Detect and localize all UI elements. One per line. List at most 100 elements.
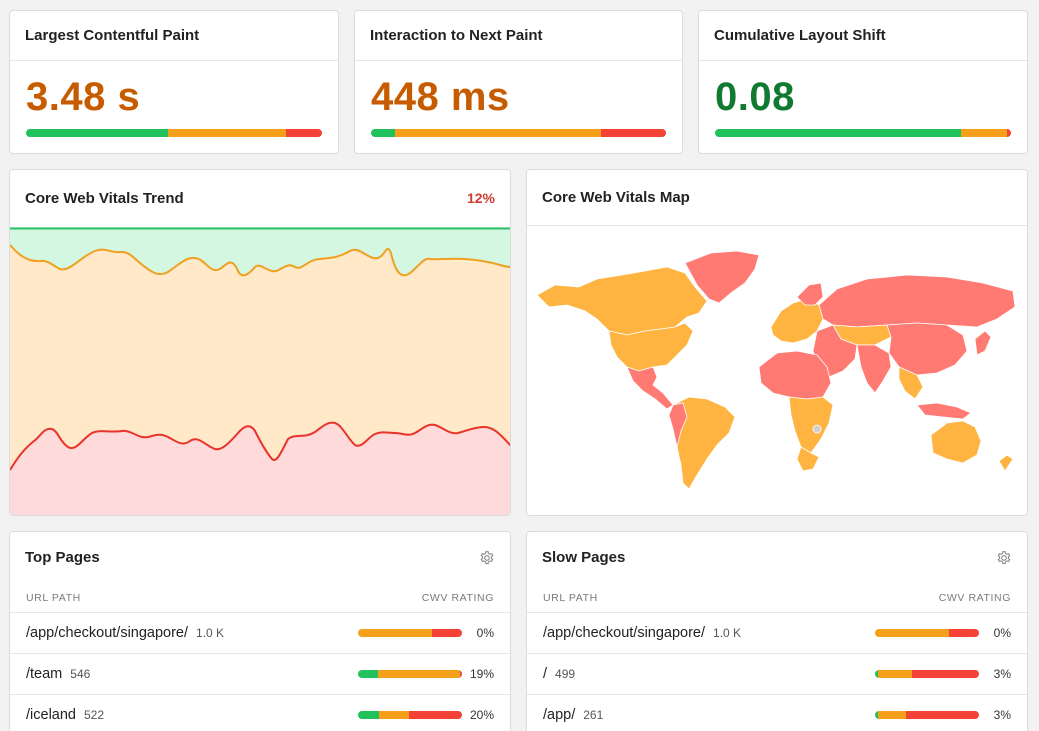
url-path-link[interactable]: /app/ <box>543 707 576 723</box>
map-region-new-zealand[interactable] <box>998 454 1014 472</box>
map-region-indonesia[interactable] <box>916 402 972 420</box>
poor-segment <box>459 670 462 678</box>
map-region-africa-south[interactable] <box>796 446 820 472</box>
cwv-rating-percent: 0% <box>476 626 494 640</box>
needs-improvement-segment <box>358 629 432 637</box>
needs-improvement-segment <box>878 670 913 678</box>
world-map[interactable] <box>527 227 1028 516</box>
table-row[interactable]: /app/261 3% <box>527 695 1027 731</box>
cls-title: Cumulative Layout Shift <box>714 27 886 44</box>
page-count: 522 <box>83 708 105 722</box>
slow-pages-header: Slow Pages <box>527 532 1027 583</box>
top-pages-rows: /app/checkout/singapore/1.0 K 0% /team 546 1… <box>10 613 510 731</box>
slow-pages-gear-icon[interactable] <box>996 550 1012 566</box>
map-region-southeast-asia[interactable] <box>898 366 924 400</box>
cls-card: Cumulative Layout Shift 0.08 <box>698 10 1028 154</box>
good-segment <box>26 129 169 137</box>
inp-value: 448 ms <box>371 75 510 119</box>
slow-pages-card: Slow Pages URL PATH CWV RATING /app/chec… <box>526 531 1028 731</box>
slow-pages-title: Slow Pages <box>542 549 626 566</box>
cwv-rating-percent: 19% <box>469 667 494 681</box>
map-region-usa[interactable] <box>608 322 694 372</box>
slow-pages-table-header: URL PATH CWV RATING <box>527 583 1027 613</box>
needs-improvement-segment <box>168 129 287 137</box>
cwv-rating-bar <box>875 670 979 678</box>
page-count: 261 <box>583 708 604 722</box>
page-count: 1.0 K <box>713 626 742 640</box>
trend-chart <box>10 227 510 515</box>
url-path-link[interactable]: / <box>543 666 548 682</box>
cwv-rating-bar <box>358 670 462 678</box>
slow-pages-col-url: URL PATH <box>543 591 598 604</box>
inp-card: Interaction to Next Paint 448 ms <box>354 10 683 154</box>
cwv-rating-bar <box>875 711 979 719</box>
good-segment <box>371 129 395 137</box>
lcp-distribution-bar <box>26 129 322 137</box>
map-region-south-america-west[interactable] <box>668 402 688 448</box>
map-region-scandinavia[interactable] <box>796 282 824 306</box>
poor-segment <box>906 711 979 719</box>
needs-improvement-segment <box>378 711 409 719</box>
cwv-rating-percent: 20% <box>469 708 494 722</box>
poor-segment <box>431 629 462 637</box>
poor-segment <box>408 711 462 719</box>
cwv-rating-percent: 3% <box>993 708 1011 722</box>
table-row[interactable]: /app/checkout/singapore/1.0 K 0% <box>527 613 1027 654</box>
map-region-north-america-north[interactable] <box>536 266 708 336</box>
needs-improvement-segment <box>394 129 602 137</box>
table-row[interactable]: /team 546 19% <box>10 654 510 695</box>
slow-pages-rows: /app/checkout/singapore/1.0 K 0%/499 3%/ap… <box>527 613 1027 731</box>
top-pages-header: Top Pages <box>10 532 510 583</box>
trend-title: Core Web Vitals Trend <box>25 189 184 207</box>
map-region-europe[interactable] <box>770 298 824 344</box>
url-path-link[interactable]: /team <box>26 666 63 682</box>
needs-improvement-segment <box>875 629 949 637</box>
map-header: Core Web Vitals Map <box>527 170 1027 226</box>
url-path-link[interactable]: /app/checkout/singapore/ <box>26 625 189 641</box>
trend-percent: 12% <box>466 190 495 206</box>
poor-segment <box>286 129 322 137</box>
top-pages-title: Top Pages <box>25 549 100 566</box>
cwv-rating-percent: 3% <box>993 667 1011 681</box>
map-region-china[interactable] <box>886 322 968 376</box>
map-region-greenland[interactable] <box>684 250 760 304</box>
table-row[interactable]: /iceland 522 20% <box>10 695 510 731</box>
page-count: 499 <box>555 667 576 681</box>
poor-segment <box>601 129 666 137</box>
url-path-link[interactable]: /iceland <box>26 707 76 723</box>
needs-improvement-segment <box>377 670 460 678</box>
good-segment <box>358 670 378 678</box>
map-card: Core Web Vitals Map <box>526 169 1028 516</box>
map-region-no-data[interactable] <box>812 424 822 434</box>
cwv-rating-bar <box>358 711 462 719</box>
url-path-link[interactable]: /app/checkout/singapore/ <box>543 625 706 641</box>
poor-segment <box>912 670 979 678</box>
map-region-japan[interactable] <box>974 330 992 356</box>
map-region-australia[interactable] <box>930 420 982 464</box>
map-region-africa-central[interactable] <box>788 396 834 454</box>
lcp-value: 3.48 s <box>26 75 141 119</box>
slow-pages-col-rating: CWV RATING <box>938 591 1011 604</box>
inp-header: Interaction to Next Paint <box>355 11 682 61</box>
trend-poor-line <box>10 421 510 471</box>
map-title: Core Web Vitals Map <box>542 189 690 206</box>
map-region-india[interactable] <box>856 344 892 394</box>
table-row[interactable]: /app/checkout/singapore/1.0 K 0% <box>10 613 510 654</box>
map-region-mexico[interactable] <box>626 366 674 410</box>
cwv-rating-bar <box>875 629 979 637</box>
cwv-rating-percent: 0% <box>993 626 1011 640</box>
table-row[interactable]: / 499 3% <box>527 654 1027 695</box>
top-pages-gear-icon[interactable] <box>479 550 495 566</box>
lcp-card: Largest Contentful Paint 3.48 s <box>9 10 339 154</box>
map-region-russia[interactable] <box>818 274 1016 328</box>
poor-segment <box>948 629 979 637</box>
needs-improvement-segment <box>960 129 1007 137</box>
lcp-title: Largest Contentful Paint <box>25 27 200 44</box>
cls-distribution-bar <box>715 129 1011 137</box>
top-pages-card: Top Pages URL PATH CWV RATING /app/check… <box>9 531 511 731</box>
page-count: 546 <box>70 667 91 681</box>
map-region-africa-north[interactable] <box>758 350 832 400</box>
good-segment <box>715 129 961 137</box>
top-pages-table-header: URL PATH CWV RATING <box>10 583 510 613</box>
good-segment <box>875 711 879 719</box>
